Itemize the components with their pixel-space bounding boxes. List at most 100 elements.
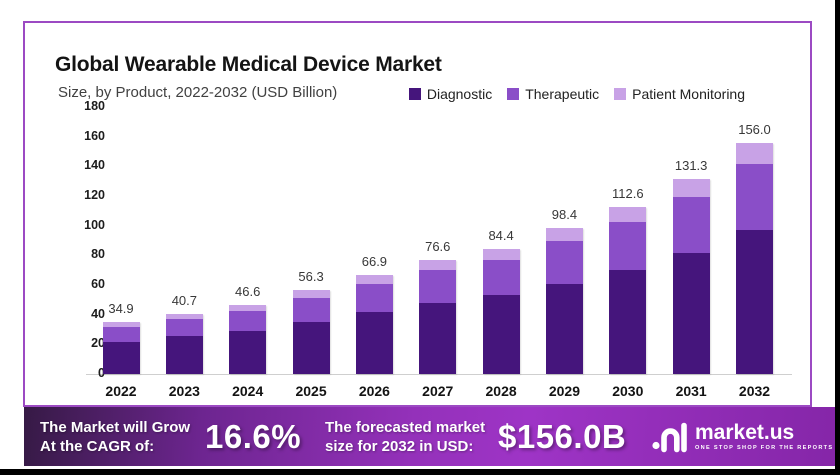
x-axis-label-2028: 2028	[485, 383, 517, 399]
market-us-logo-icon	[652, 422, 687, 452]
x-axis-label-2023: 2023	[168, 383, 200, 399]
market-us-logo: market.us ONE STOP SHOP FOR THE REPORTS	[652, 421, 833, 453]
bar-segment-patient-monitoring[interactable]	[229, 304, 267, 312]
bar-value-label: 131.3	[674, 158, 708, 174]
bar-value-label: 46.6	[235, 283, 261, 299]
forecast-value: $156.0B	[498, 417, 627, 455]
bar-2023[interactable]	[165, 313, 203, 374]
bar-value-label: 98.4	[551, 207, 578, 223]
y-axis-tick-label: 60	[91, 277, 105, 291]
bar-segment-diagnostic[interactable]	[672, 253, 710, 374]
bar-segment-therapeutic[interactable]	[165, 318, 203, 337]
bar-value-label: 84.4	[488, 227, 514, 243]
legend-swatch-icon	[614, 88, 627, 100]
bar-segment-diagnostic[interactable]	[355, 311, 393, 374]
bar-2027[interactable]	[419, 260, 457, 374]
bar-segment-diagnostic[interactable]	[229, 330, 267, 374]
bar-segment-therapeutic[interactable]	[292, 298, 330, 322]
bar-value-label: 66.9	[361, 253, 388, 269]
bar-2032[interactable]	[736, 142, 773, 374]
x-axis-label-2029: 2029	[548, 383, 581, 399]
legend-item-diagnostic: Diagnostic	[408, 86, 492, 102]
bar-segment-patient-monitoring[interactable]	[292, 290, 330, 299]
x-axis-label-2025: 2025	[295, 383, 327, 399]
bar-segment-therapeutic[interactable]	[545, 241, 583, 284]
chart-subtitle: Size, by Product, 2022-2032 (USD Billion…	[58, 84, 338, 101]
bar-value-label: 156.0	[738, 121, 771, 137]
bar-segment-patient-monitoring[interactable]	[482, 248, 520, 260]
bar-segment-patient-monitoring[interactable]	[736, 142, 773, 164]
y-axis-tick-label: 0	[65, 366, 105, 380]
bar-2022[interactable]	[102, 322, 140, 374]
bar-segment-therapeutic[interactable]	[102, 326, 140, 342]
chart-card: Global Wearable Medical Device Market Si…	[23, 21, 812, 407]
bar-value-label: 76.6	[425, 239, 451, 255]
screen-edge-right	[835, 0, 840, 475]
x-axis-label-2024: 2024	[232, 383, 264, 399]
bar-segment-patient-monitoring[interactable]	[609, 206, 647, 222]
bar-segment-patient-monitoring[interactable]	[419, 260, 457, 271]
bar-segment-diagnostic[interactable]	[736, 230, 773, 374]
forecast-label: The forecasted market size for 2032 in U…	[325, 418, 485, 456]
bar-segment-patient-monitoring[interactable]	[672, 179, 710, 197]
y-axis-tick-label: 180	[84, 99, 105, 113]
legend-swatch-icon	[408, 88, 421, 100]
bar-segment-diagnostic[interactable]	[165, 336, 203, 374]
bar-segment-therapeutic[interactable]	[672, 196, 710, 254]
bar-2026[interactable]	[355, 274, 393, 374]
y-axis-tick-label: 80	[91, 247, 105, 262]
bar-segment-therapeutic[interactable]	[419, 270, 457, 303]
x-axis-label-2030: 2030	[612, 383, 644, 399]
bar-value-label: 34.9	[108, 301, 134, 317]
bar-segment-patient-monitoring[interactable]	[165, 313, 203, 319]
bar-value-label: 112.6	[612, 185, 644, 201]
bar-segment-therapeutic[interactable]	[609, 221, 647, 270]
y-axis-tick-label: 140	[84, 158, 105, 173]
y-axis-tick-label: 20	[91, 336, 105, 351]
cagr-banner: The Market will Grow At the CAGR of: 16.…	[24, 407, 835, 466]
bar-2028[interactable]	[482, 248, 520, 374]
legend-item-therapeutic: Therapeutic	[507, 86, 599, 102]
bar-segment-diagnostic[interactable]	[609, 269, 647, 374]
bar-segment-therapeutic[interactable]	[736, 163, 773, 231]
bar-segment-therapeutic[interactable]	[229, 311, 267, 331]
legend-item-patient-monitoring: Patient Monitoring	[614, 86, 745, 102]
bar-segment-therapeutic[interactable]	[482, 259, 520, 296]
bar-segment-diagnostic[interactable]	[545, 283, 583, 374]
chart-title: Global Wearable Medical Device Market	[55, 53, 442, 76]
logo-name: market.us	[695, 421, 795, 444]
y-axis-tick-label: 100	[84, 217, 105, 232]
x-axis-label-2032: 2032	[738, 383, 771, 399]
legend-swatch-icon	[507, 88, 520, 100]
bar-segment-diagnostic[interactable]	[482, 295, 520, 374]
screen-edge-bottom	[0, 469, 840, 475]
bar-2025[interactable]	[292, 290, 330, 374]
bar-2030[interactable]	[609, 206, 647, 374]
bar-segment-diagnostic[interactable]	[292, 321, 330, 374]
cagr-label-line2: At the CAGR of:	[40, 437, 155, 455]
bar-segment-patient-monitoring[interactable]	[355, 274, 393, 284]
bar-segment-diagnostic[interactable]	[102, 341, 140, 374]
bar-2024[interactable]	[229, 304, 267, 374]
bar-segment-diagnostic[interactable]	[419, 302, 457, 374]
legend: Diagnostic Therapeutic Patient Monitoring	[408, 86, 745, 102]
y-axis-tick-label: 160	[84, 128, 105, 143]
bar-segment-patient-monitoring[interactable]	[102, 322, 140, 327]
bar-2031[interactable]	[672, 179, 710, 374]
cagr-value: 16.6%	[205, 417, 302, 455]
bar-value-label: 56.3	[298, 269, 324, 285]
cagr-label-line1: The Market will Grow	[40, 418, 191, 436]
bar-value-label: 40.7	[171, 292, 197, 308]
x-axis-label-2031: 2031	[675, 383, 707, 399]
x-axis-label-2022: 2022	[105, 383, 137, 399]
bar-segment-therapeutic[interactable]	[355, 283, 393, 312]
bar-segment-patient-monitoring[interactable]	[545, 228, 583, 242]
x-axis-label-2026: 2026	[358, 383, 390, 399]
y-axis-tick-label: 120	[84, 188, 105, 202]
legend-label: Therapeutic	[525, 86, 600, 102]
bar-2029[interactable]	[545, 228, 583, 374]
x-axis-label-2027: 2027	[422, 383, 454, 399]
forecast-label-line1: The forecasted market	[325, 418, 486, 436]
cagr-label: The Market will Grow At the CAGR of:	[40, 418, 190, 456]
